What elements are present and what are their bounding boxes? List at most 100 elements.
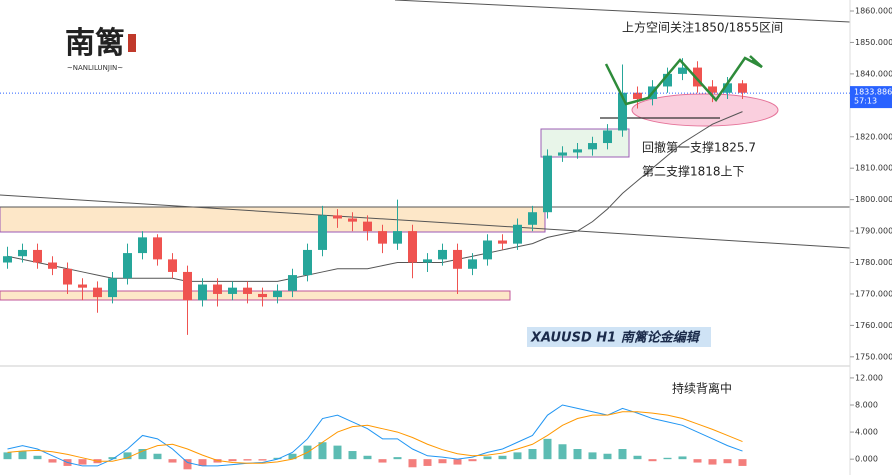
histogram-bar bbox=[708, 459, 717, 465]
trendline bbox=[394, 0, 851, 23]
candle-body bbox=[258, 293, 267, 298]
projection-arrow bbox=[604, 56, 763, 106]
histogram-bar bbox=[3, 452, 12, 460]
histogram-bar bbox=[513, 452, 522, 460]
y-tick-label: 1780.000 bbox=[855, 258, 892, 267]
histogram-bar bbox=[663, 457, 672, 460]
histogram-bar bbox=[153, 453, 162, 460]
logo-subtitle: ~NANLILUNJIN~ bbox=[67, 64, 123, 72]
histogram-bar bbox=[78, 459, 87, 465]
candle-body bbox=[198, 284, 207, 301]
candle-body bbox=[738, 83, 747, 93]
candle-body bbox=[678, 67, 687, 74]
candle-body bbox=[618, 92, 627, 131]
candle-body bbox=[63, 268, 72, 285]
candle-body bbox=[153, 237, 162, 260]
y-tick-label: 1860.000 bbox=[855, 7, 892, 16]
annotation: 持续背离中 bbox=[672, 381, 732, 396]
histogram-bar bbox=[108, 457, 117, 460]
histogram-bar bbox=[273, 457, 282, 460]
candle-body bbox=[333, 215, 342, 219]
candle-body bbox=[588, 143, 597, 150]
price-tag-value: 1833.886 bbox=[854, 88, 892, 97]
candle-body bbox=[243, 287, 252, 294]
y-tick-label: 0.000 bbox=[855, 455, 878, 464]
candle-body bbox=[288, 275, 297, 291]
candle-body bbox=[3, 256, 12, 263]
histogram-bar bbox=[378, 459, 387, 463]
y-tick-label: 1750.000 bbox=[855, 352, 892, 361]
histogram-bar bbox=[363, 455, 372, 460]
label-box bbox=[527, 327, 711, 347]
candle-body bbox=[273, 290, 282, 298]
histogram-bar bbox=[423, 459, 432, 466]
histogram-bar bbox=[333, 445, 342, 460]
y-tick-label: 1810.000 bbox=[855, 164, 892, 173]
histogram-bar bbox=[618, 449, 627, 460]
arrow-head bbox=[749, 55, 763, 69]
candle-body bbox=[378, 231, 387, 244]
candle-body bbox=[603, 130, 612, 144]
candle-body bbox=[183, 271, 192, 301]
histogram-bar bbox=[558, 444, 567, 460]
price-tag-time: 57:13 bbox=[854, 97, 877, 106]
histogram-bar bbox=[258, 459, 267, 461]
candle-body bbox=[18, 249, 27, 257]
candle-body bbox=[423, 259, 432, 263]
histogram-bar bbox=[723, 459, 732, 464]
candle-body bbox=[48, 262, 57, 269]
trendline bbox=[0, 194, 851, 249]
candle-body bbox=[138, 237, 147, 254]
candle-body bbox=[498, 240, 507, 244]
price-tag bbox=[850, 86, 892, 109]
candle-body bbox=[348, 218, 357, 222]
candle-body bbox=[363, 221, 372, 232]
y-tick-label: 1820.000 bbox=[855, 132, 892, 141]
histogram-bar bbox=[483, 456, 492, 460]
histogram-bar bbox=[393, 457, 402, 460]
histogram-bar bbox=[678, 456, 687, 460]
histogram-bar bbox=[48, 459, 57, 463]
histogram-bar bbox=[543, 438, 552, 460]
resistance-zone bbox=[0, 206, 546, 233]
signal-line bbox=[7, 411, 743, 464]
plot-area: 1750.000 1760.000 1770.000 1780.000 1790.000… bbox=[0, 7, 892, 470]
histogram-bar bbox=[468, 459, 477, 462]
candle-body bbox=[633, 92, 642, 100]
candle-body bbox=[33, 249, 42, 263]
histogram-bar bbox=[633, 455, 642, 460]
annotation: 上方空间关注1850/1855区间 bbox=[622, 20, 783, 35]
candle-body bbox=[723, 83, 732, 93]
y-tick-label: 1840.000 bbox=[855, 69, 892, 78]
candle-body bbox=[468, 259, 477, 269]
histogram-bar bbox=[33, 455, 42, 460]
y-tick-label: 8.000 bbox=[855, 400, 878, 409]
histogram-bar bbox=[348, 451, 357, 460]
candle-body bbox=[573, 149, 582, 153]
candle-body bbox=[513, 224, 522, 244]
annotation: 第二支撑1818上下 bbox=[642, 164, 745, 179]
candle-body bbox=[393, 231, 402, 244]
histogram-bar bbox=[738, 459, 747, 466]
histogram-bar bbox=[243, 459, 252, 461]
histogram-bar bbox=[648, 459, 657, 462]
histogram-bar bbox=[18, 451, 27, 460]
histogram-bar bbox=[693, 459, 702, 463]
histogram-bar bbox=[228, 459, 237, 462]
annotation: XAUUSD H1 南篱论金编辑 bbox=[530, 330, 701, 346]
y-tick-label: 1850.000 bbox=[855, 38, 892, 47]
y-tick-label: 1800.000 bbox=[855, 195, 892, 204]
histogram-bar bbox=[588, 452, 597, 460]
candle-body bbox=[663, 73, 672, 87]
histogram-bar bbox=[198, 459, 207, 466]
candle-body bbox=[528, 212, 537, 225]
histogram-bar bbox=[498, 455, 507, 460]
y-tick-label: 12.000 bbox=[855, 373, 883, 382]
macd-line bbox=[7, 404, 743, 467]
candle-body bbox=[543, 155, 552, 213]
candle-body bbox=[708, 86, 717, 93]
annotation: 回撤第一支撑1825.7 bbox=[642, 140, 756, 155]
y-tick-label: 1770.000 bbox=[855, 289, 892, 298]
